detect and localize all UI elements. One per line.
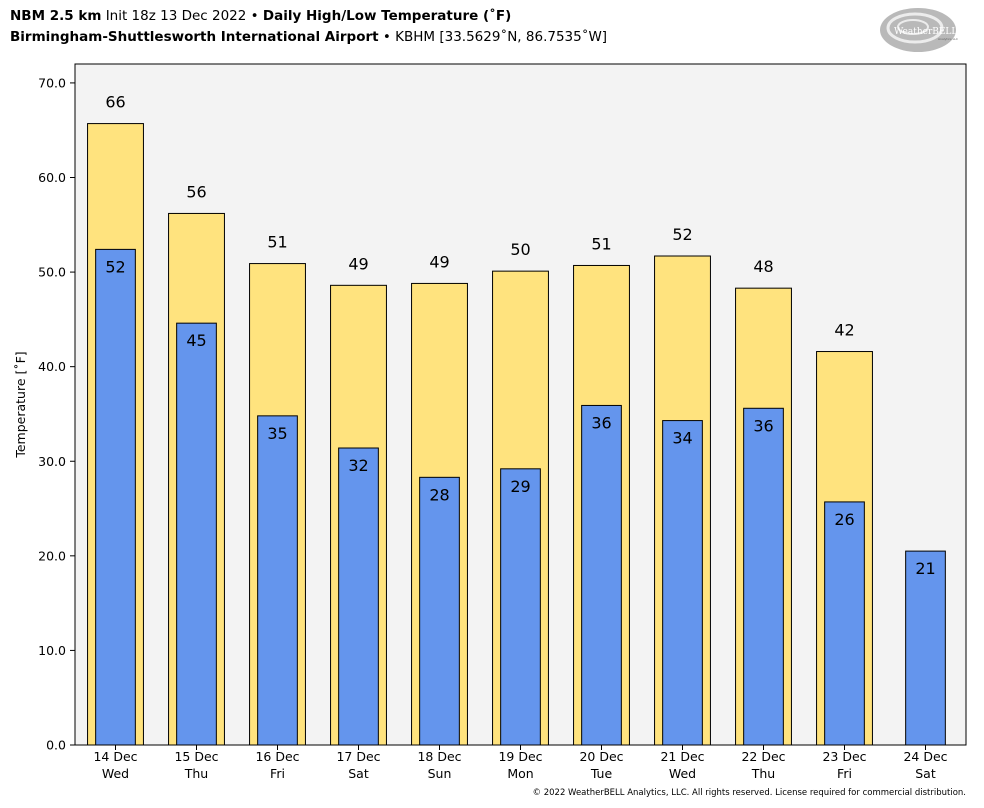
low-temp-bar — [176, 322, 217, 746]
low-temp-bar — [95, 248, 136, 746]
high-temp-label: 56 — [186, 182, 206, 201]
low-temp-bar — [419, 476, 460, 746]
x-tick-label-date: 23 Dec — [822, 749, 866, 764]
high-temp-label: 42 — [834, 321, 854, 340]
y-tick-label: 60.0 — [38, 170, 66, 185]
x-tick-label-date: 19 Dec — [498, 749, 542, 764]
y-tick-label: 0.0 — [46, 738, 66, 753]
x-tick-label-date: 22 Dec — [741, 749, 785, 764]
logo-swirl-ring-inner — [897, 19, 929, 35]
x-tick-label-day: Wed — [102, 766, 129, 781]
plot-frame — [74, 63, 967, 746]
low-temp-bar — [500, 468, 541, 746]
copyright-footer: © 2022 WeatherBELL Analytics, LLC. All r… — [532, 788, 966, 798]
logo-swirl-ring — [886, 12, 944, 44]
y-tick-label: 20.0 — [38, 548, 66, 563]
header-line-2: Birmingham-Shuttlesworth International A… — [10, 27, 607, 48]
x-tick-label-date: 18 Dec — [417, 749, 461, 764]
y-tick-label: 30.0 — [38, 454, 66, 469]
x-tick-label-day: Thu — [184, 766, 208, 781]
chart-title: Daily High/Low Temperature (˚F) — [262, 8, 512, 24]
x-tick-label-day: Thu — [751, 766, 775, 781]
low-temp-label: 21 — [915, 559, 935, 578]
low-temp-label: 28 — [429, 485, 449, 504]
low-temp-bar — [824, 501, 865, 746]
low-temp-label: 36 — [591, 413, 611, 432]
y-axis-label: Temperature [˚F] — [13, 351, 28, 458]
x-tick-label-date: 15 Dec — [174, 749, 218, 764]
low-temp-bar — [662, 420, 703, 746]
x-tick-label-date: 16 Dec — [255, 749, 299, 764]
chart-header: NBM 2.5 km Init 18z 13 Dec 2022 • Daily … — [10, 6, 607, 48]
low-temp-label: 45 — [186, 331, 206, 350]
high-temp-label: 51 — [267, 233, 287, 252]
y-tick-label: 40.0 — [38, 359, 66, 374]
weatherbell-logo: WeatherBELL Analytics LLC — [880, 8, 958, 52]
logo-text: WeatherBELL — [894, 27, 957, 37]
low-temp-bar — [581, 404, 622, 746]
low-temp-bar — [338, 447, 379, 746]
y-tick-label: 10.0 — [38, 643, 66, 658]
header-bullet: • — [250, 8, 259, 24]
high-temp-label: 50 — [510, 240, 530, 259]
x-tick-label-day: Fri — [837, 766, 852, 781]
header-line-1: NBM 2.5 km Init 18z 13 Dec 2022 • Daily … — [10, 6, 607, 27]
low-temp-label: 36 — [753, 416, 773, 435]
init-time: Init 18z 13 Dec 2022 — [105, 8, 247, 24]
x-tick-label-date: 20 Dec — [579, 749, 623, 764]
low-temp-label: 35 — [267, 424, 287, 443]
x-tick-label-day: Sat — [348, 766, 369, 781]
logo-subtext: Analytics LLC — [938, 37, 958, 41]
low-temp-bar — [905, 550, 946, 746]
low-temp-label: 26 — [834, 510, 854, 529]
x-tick-label-date: 14 Dec — [93, 749, 137, 764]
low-temp-label: 32 — [348, 456, 368, 475]
high-temp-label: 49 — [348, 254, 368, 273]
product-name: NBM 2.5 km — [10, 8, 102, 24]
x-tick-label-day: Sun — [428, 766, 452, 781]
high-temp-label: 51 — [591, 234, 611, 253]
high-temp-label: 52 — [672, 225, 692, 244]
high-temp-label: 48 — [753, 257, 773, 276]
y-tick-label: 50.0 — [38, 265, 66, 280]
low-temp-label: 52 — [105, 257, 125, 276]
low-temp-bar — [743, 407, 784, 746]
x-tick-label-day: Wed — [669, 766, 696, 781]
x-tick-label-date: 21 Dec — [660, 749, 704, 764]
x-tick-label-date: 24 Dec — [903, 749, 947, 764]
low-temp-bar — [257, 415, 298, 746]
low-temp-label: 34 — [672, 429, 692, 448]
low-temp-label: 29 — [510, 477, 530, 496]
high-temp-label: 66 — [105, 93, 125, 112]
plot-area: 0.0 10.0 20.0 30.0 40.0 50.0 60.0 70.0 Temperatu… — [13, 63, 967, 781]
x-tick-label-day: Sat — [915, 766, 936, 781]
x-tick-label-day: Tue — [590, 766, 613, 781]
x-tick-label-day: Mon — [507, 766, 533, 781]
y-tick-label: 70.0 — [38, 75, 66, 90]
x-tick-label-date: 17 Dec — [336, 749, 380, 764]
station-name: Birmingham-Shuttlesworth International A… — [10, 29, 379, 45]
station-info: KBHM [33.5629˚N, 86.7535˚W] — [395, 29, 608, 45]
high-temp-label: 49 — [429, 252, 449, 271]
header-bullet-2: • — [382, 29, 391, 45]
x-tick-label-day: Fri — [270, 766, 285, 781]
